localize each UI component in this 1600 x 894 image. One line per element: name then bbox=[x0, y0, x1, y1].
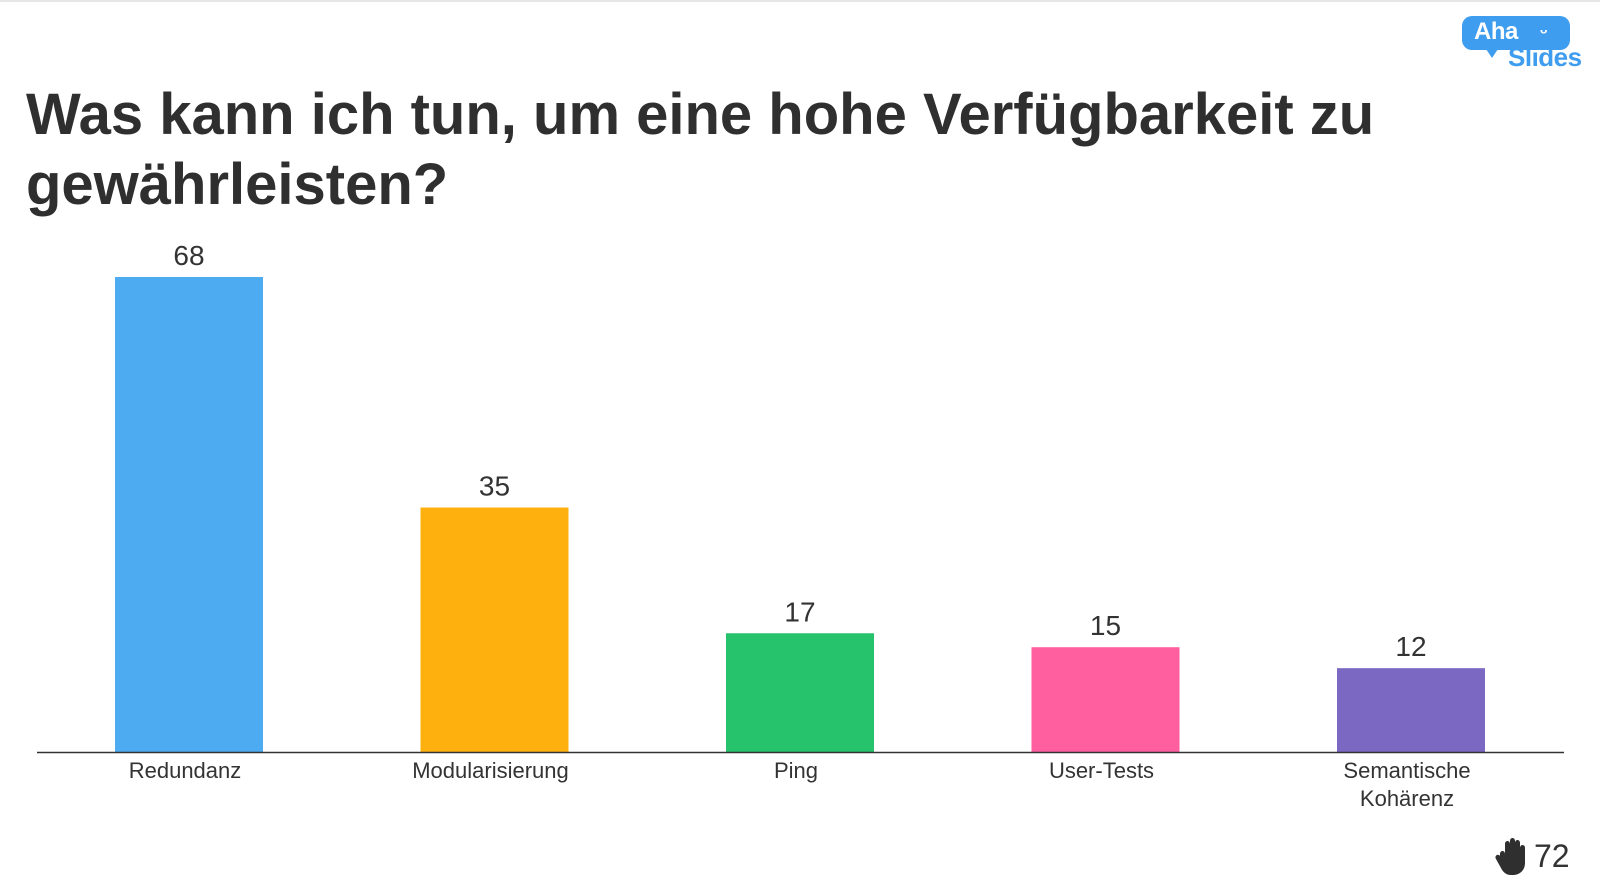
ahaslides-logo: Aha ᵕ Slides bbox=[1462, 16, 1586, 74]
bar-2 bbox=[420, 507, 569, 752]
participant-count: 72 bbox=[1494, 834, 1574, 878]
category-label: Redundanz bbox=[129, 758, 242, 783]
logo-bubble-tail bbox=[1484, 46, 1500, 58]
bar-value-label: 17 bbox=[784, 596, 815, 627]
logo-bubble bbox=[1462, 16, 1570, 50]
logo-smile-icon: ᵕ bbox=[1540, 22, 1548, 42]
bar-value-label: 68 bbox=[173, 240, 204, 271]
bar-3 bbox=[726, 633, 874, 752]
bar-value-label: 35 bbox=[479, 471, 510, 502]
category-label: User-Tests bbox=[1049, 758, 1154, 783]
bar-4 bbox=[1031, 647, 1180, 752]
logo-text-slides: Slides bbox=[1508, 42, 1582, 72]
category-label: Modularisierung bbox=[412, 758, 569, 783]
participant-count-value: 72 bbox=[1534, 838, 1570, 874]
top-divider bbox=[0, 0, 1600, 2]
bar-value-label: 12 bbox=[1395, 631, 1426, 662]
question-title: Was kann ich tun, um eine hohe Verfügbar… bbox=[26, 82, 1375, 217]
logo-text-aha: Aha bbox=[1474, 18, 1518, 45]
bar-1 bbox=[115, 277, 263, 752]
bar-value-label: 15 bbox=[1090, 610, 1121, 641]
raised-hand-icon bbox=[1495, 838, 1525, 875]
category-label: Ping bbox=[774, 758, 818, 783]
bar-5 bbox=[1337, 668, 1485, 752]
category-label: Semantische Kohärenz bbox=[1343, 758, 1470, 811]
